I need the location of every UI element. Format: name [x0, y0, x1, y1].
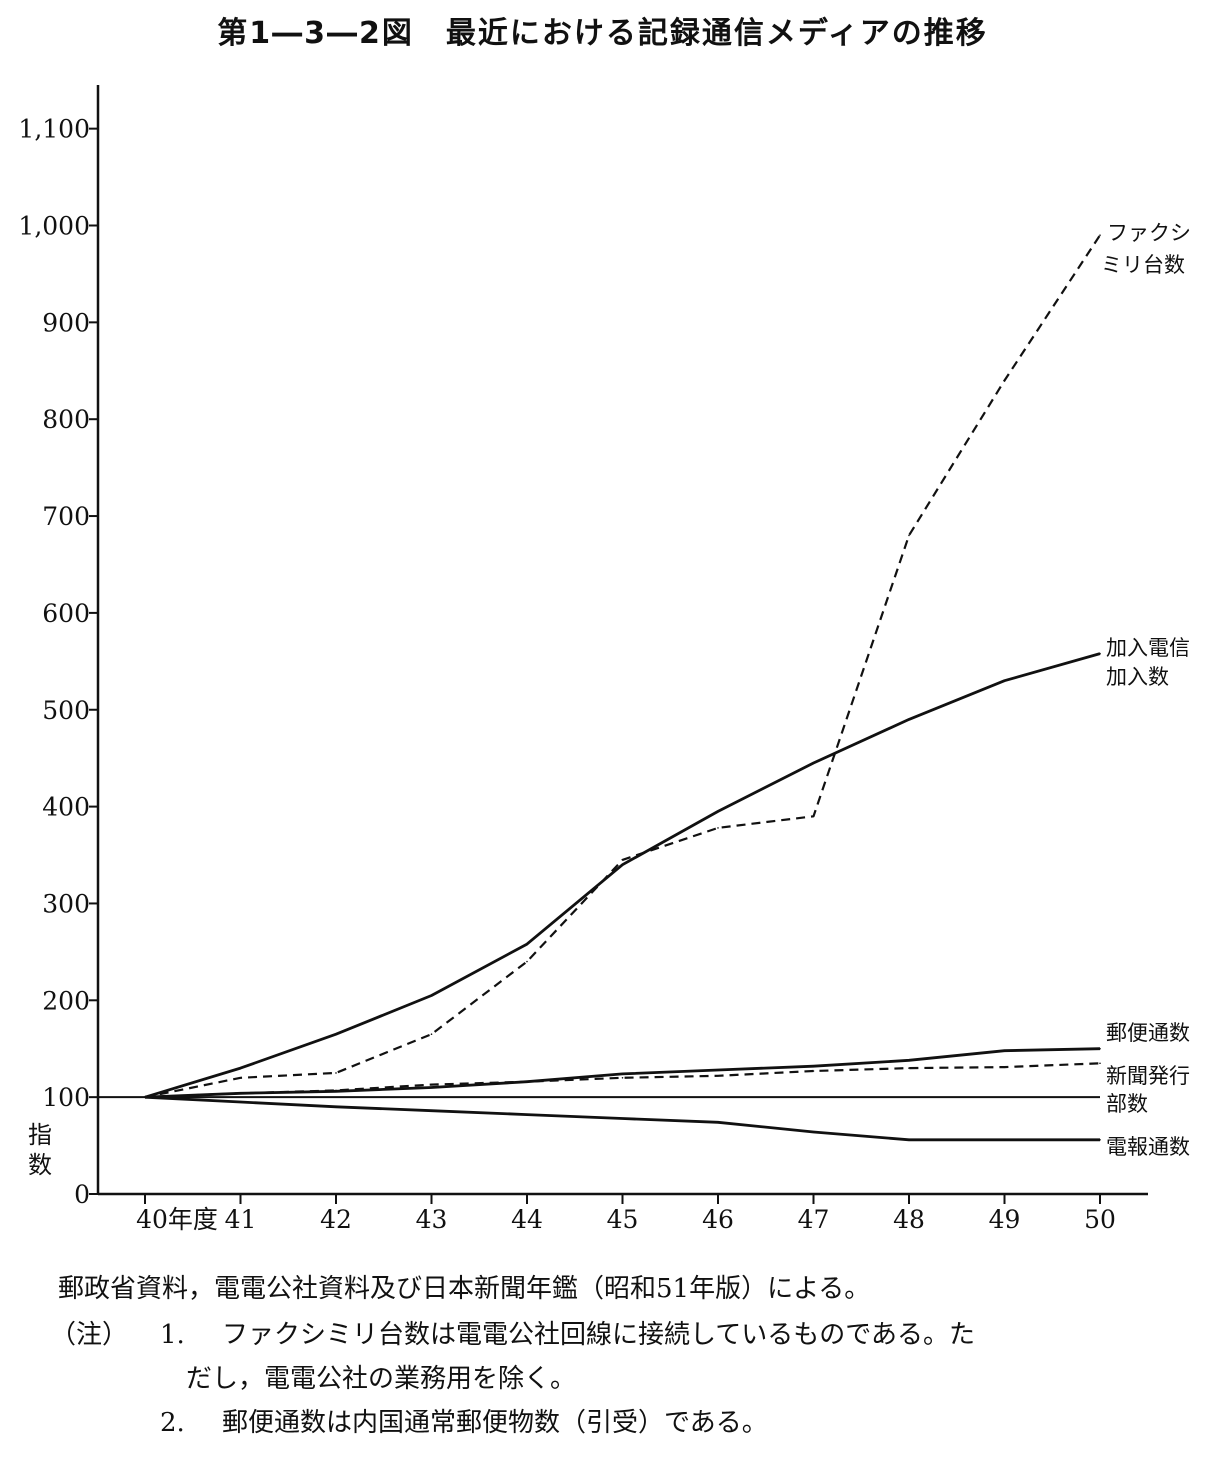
chart-title: 第1―3―2図 最近における記録通信メディアの推移 [217, 16, 988, 51]
series-label-news-1: 新聞発行 [1106, 1064, 1190, 1088]
series-line-1 [144, 652, 1101, 1099]
series-2-point [717, 1069, 719, 1071]
series-4-point [1099, 1138, 1101, 1141]
series-4-point [908, 1138, 910, 1141]
series-1-point [526, 943, 528, 945]
series-0-point [239, 1076, 242, 1079]
series-line-2 [144, 1047, 1101, 1099]
y-tick-label: 600 [42, 599, 90, 628]
series-line-0 [144, 234, 1101, 1099]
series-0-point [908, 534, 910, 537]
y-tick-label: 300 [42, 889, 90, 918]
series-0-point [1099, 234, 1101, 236]
series-2-point [1003, 1049, 1006, 1052]
y-axis-label-1: 指 [28, 1121, 52, 1149]
y-tick-label: 200 [42, 986, 90, 1015]
x-tick-label: 45 [607, 1205, 639, 1234]
series-0-point [335, 1072, 337, 1074]
series-4-point [239, 1101, 242, 1103]
series-2-point [430, 1086, 433, 1089]
y-axis-label-2: 数 [28, 1151, 52, 1179]
series-label-telegram: 電報通数 [1106, 1135, 1190, 1159]
series-3-point [1003, 1066, 1006, 1068]
x-tick-label: 46 [702, 1205, 734, 1234]
series-1-point [1003, 679, 1006, 682]
x-tick-label: 50 [1084, 1205, 1116, 1234]
series-0-point [812, 815, 815, 818]
series-4-point [621, 1117, 624, 1120]
series-label-telex-1: 加入電信 [1106, 636, 1190, 660]
x-tick-label: 49 [989, 1205, 1021, 1234]
note-heading: （注） [50, 1320, 129, 1350]
series-3-point [335, 1089, 337, 1092]
series-line-3 [144, 1062, 1101, 1099]
series-label-fax-2: ミリ台数 [1101, 253, 1185, 277]
note-1-text: ファクシミリ台数は電電公社回線に接続しているものである。た [222, 1320, 975, 1350]
y-tick-label: 0 [74, 1180, 90, 1209]
y-tick-label: 500 [42, 696, 90, 725]
series-4-point [430, 1109, 433, 1112]
x-axis-ticks: 40年度 41 42 43 44 45 46 47 48 49 50 [136, 1194, 1116, 1234]
series-3-point [430, 1083, 433, 1086]
y-tick-label: 800 [42, 405, 90, 434]
series-2-point [621, 1073, 624, 1075]
series-1-point [908, 718, 910, 721]
series-label-telex-2: 加入数 [1106, 665, 1169, 689]
y-tick-label: 100 [42, 1083, 90, 1112]
series-0-point [717, 827, 719, 829]
y-tick-label: 700 [42, 502, 90, 531]
series-layer [98, 234, 1101, 1142]
series-1-point [717, 810, 719, 813]
note-1-continued: だし，電電公社の業務用を除く。 [186, 1364, 577, 1394]
series-0-point [621, 859, 624, 861]
series-2-point [908, 1059, 910, 1062]
series-1-point [430, 994, 433, 997]
axes [96, 85, 1148, 1196]
series-3-point [526, 1080, 528, 1083]
series-1-point [335, 1033, 337, 1035]
series-1-point [1099, 652, 1101, 655]
note-2-number: 2. [160, 1408, 185, 1438]
series-1-point [812, 762, 815, 764]
y-tick-label: 1,000 [18, 212, 90, 241]
series-2-point [812, 1065, 815, 1067]
y-tick-label: 900 [42, 308, 90, 337]
series-3-point [717, 1075, 719, 1077]
series-4-point [526, 1113, 528, 1116]
series-4-point [812, 1131, 815, 1133]
series-1-point [239, 1067, 242, 1069]
x-tick-label: 43 [416, 1205, 448, 1234]
x-tick-label: 42 [320, 1205, 352, 1234]
x-tick-label: 44 [511, 1205, 543, 1234]
x-tick-label: 41 [225, 1205, 257, 1234]
note-2-text: 郵便通数は内国通常郵便物数（引受）である。 [222, 1408, 768, 1438]
series-3-point [908, 1067, 910, 1069]
y-tick-label: 1,100 [18, 115, 90, 144]
source-note: 郵政省資料，電電公社資料及び日本新聞年鑑（昭和51年版）による。 [58, 1274, 871, 1304]
series-3-point [239, 1092, 242, 1095]
y-tick-label: 400 [42, 793, 90, 822]
series-4-point [335, 1106, 337, 1108]
note-1-number: 1. [160, 1320, 185, 1350]
series-label-fax-1: ファクシ [1107, 221, 1191, 245]
series-3-point [1099, 1062, 1101, 1065]
x-tick-label: 48 [893, 1205, 925, 1234]
series-0-point [1003, 379, 1006, 382]
y-axis-ticks: 0 100 200 300 400 500 600 700 800 900 1,000 1,100 [18, 115, 98, 1209]
series-4-point [144, 1096, 146, 1098]
series-1-point [621, 863, 624, 866]
series-label-news-2: 部数 [1106, 1092, 1148, 1116]
series-0-point [526, 960, 528, 963]
line-chart: 0 100 200 300 400 500 600 700 800 900 1,000 1,100 4… [18, 85, 1191, 1234]
series-3-point [621, 1076, 624, 1079]
series-4-point [717, 1121, 719, 1124]
series-2-point [1099, 1047, 1101, 1050]
series-0-point [430, 1033, 433, 1035]
series-4-point [1003, 1138, 1006, 1141]
x-tick-label: 47 [798, 1205, 830, 1234]
x-tick-label: 40年度 [136, 1205, 218, 1234]
series-3-point [812, 1070, 815, 1072]
series-label-mail: 郵便通数 [1106, 1021, 1190, 1045]
